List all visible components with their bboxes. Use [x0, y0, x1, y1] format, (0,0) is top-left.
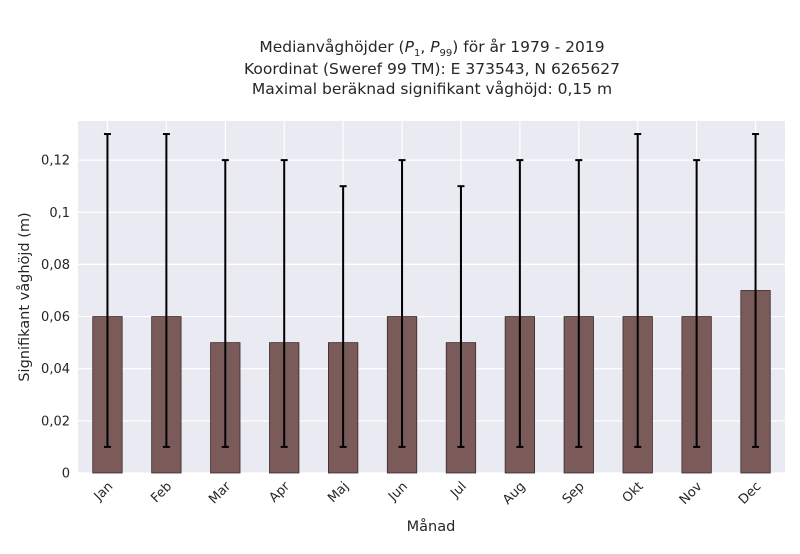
plot-area — [78, 121, 785, 473]
x-tick-label-dec: Dec — [736, 479, 764, 507]
x-tick-label-jan: Jan — [91, 479, 116, 504]
error-bar-okt — [634, 133, 642, 448]
x-axis-label: Månad — [407, 518, 456, 535]
x-tick-label-nov: Nov — [677, 479, 706, 508]
y-tick-label: 0 — [62, 467, 70, 482]
x-tick-label-sep: Sep — [560, 479, 588, 507]
x-tick-label-jul: Jul — [447, 479, 469, 501]
error-bar-apr — [280, 159, 288, 448]
x-tick-label-mar: Mar — [206, 479, 234, 507]
error-bar-jan — [103, 133, 111, 448]
y-axis-label: Signifikant våghöjd (m) — [16, 212, 33, 381]
x-tick-label-aug: Aug — [500, 479, 529, 508]
error-bar-aug — [516, 159, 524, 448]
x-tick-label-jun: Jun — [385, 479, 411, 505]
y-tick-label: 0,08 — [41, 258, 70, 273]
y-tick-label: 0,1 — [49, 206, 70, 221]
chart-title-line-3: Maximal beräknad signifikant våghöjd: 0,… — [252, 80, 612, 98]
y-tick-label: 0,04 — [41, 362, 70, 377]
chart-title-line-2: Koordinat (Sweref 99 TM): E 373543, N 62… — [244, 60, 620, 78]
error-bar-mar — [221, 159, 229, 448]
error-bar-feb — [162, 133, 170, 448]
x-tick-label-feb: Feb — [148, 479, 175, 506]
y-tick-label: 0,06 — [41, 310, 70, 325]
x-tick-label-maj: Maj — [325, 479, 352, 506]
error-bar-jul — [457, 185, 465, 448]
error-bar-dec — [752, 133, 760, 448]
error-bars-group — [103, 133, 760, 448]
y-tick-label: 0,02 — [41, 414, 70, 429]
error-bar-sep — [575, 159, 583, 448]
chart-title-line-1: Medianvåghöjder (P1, P99) för år 1979 - … — [259, 38, 604, 59]
x-axis-ticks: Jan Feb Mar Apr Maj Jun Jul Aug Sep Okt Nov Dec — [91, 479, 765, 508]
error-bar-nov — [693, 159, 701, 448]
error-bar-jun — [398, 159, 406, 448]
x-tick-label-okt: Okt — [620, 479, 647, 506]
y-tick-label: 0,12 — [41, 154, 70, 169]
x-tick-label-apr: Apr — [267, 479, 294, 506]
error-bar-maj — [339, 185, 347, 448]
y-axis-ticks: 0 0,02 0,04 0,06 0,08 0,1 0,12 — [41, 154, 70, 482]
